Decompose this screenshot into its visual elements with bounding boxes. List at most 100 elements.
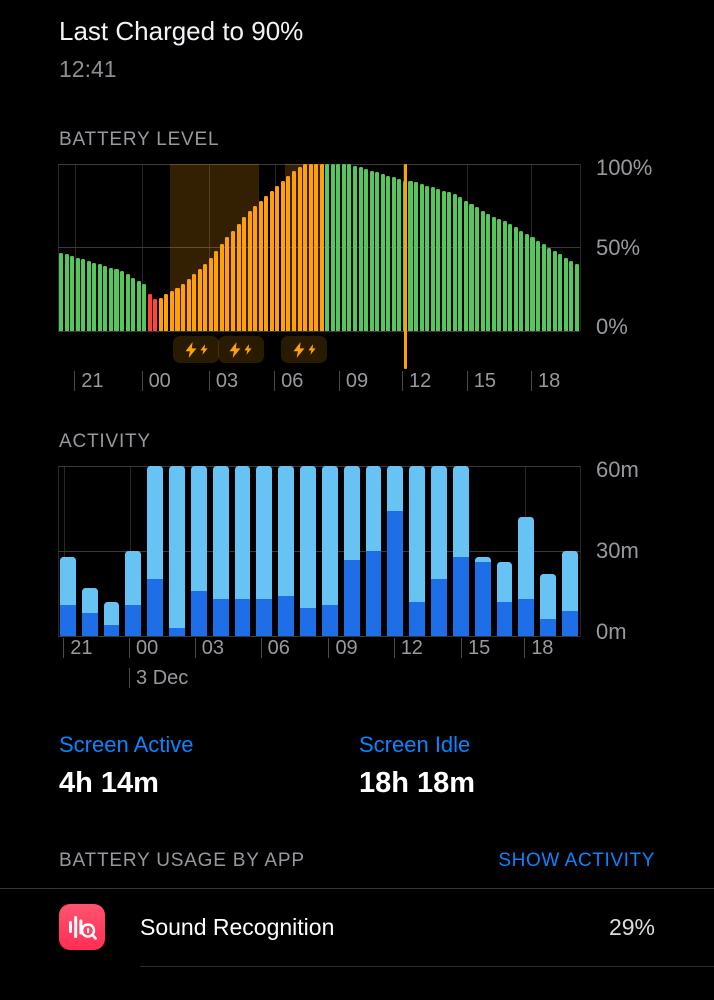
screen-on-segment [212, 599, 229, 636]
battery-bar [175, 287, 180, 331]
activity-bar [103, 602, 120, 636]
battery-bar [369, 170, 374, 331]
battery-y-labels: 100% 50% 0% [580, 155, 714, 339]
screen-on-segment [431, 579, 447, 636]
screen-idle-label: Screen Idle [359, 732, 471, 757]
battery-bar [513, 227, 518, 331]
battery-bar [524, 234, 529, 331]
activity-bar [278, 466, 295, 636]
screen-on-segment [365, 551, 382, 636]
activity-bar [81, 587, 98, 636]
battery-bar [214, 250, 219, 331]
screen-on-segment [81, 613, 98, 636]
y-axis-label: 0% [596, 314, 628, 339]
screen-on-segment [343, 559, 360, 636]
activity-chart[interactable]: 21 00 03 06 09 12 15 18 3 Dec 60m 30m 0m [0, 457, 714, 696]
battery-bar [242, 217, 247, 331]
battery-bar [469, 204, 474, 331]
battery-bar [569, 260, 574, 331]
activity-bar [387, 466, 404, 636]
grid-line-horizontal [58, 465, 580, 467]
activity-plot[interactable] [57, 465, 581, 637]
battery-bar [358, 167, 363, 331]
screen-idle-segment [169, 466, 185, 628]
charging-period-overlay [170, 164, 259, 331]
activity-bar [300, 466, 316, 636]
x-axis-label: 18 [530, 371, 560, 392]
last-charged-header: Last Charged to 90% 12:41 [0, 0, 714, 83]
app-name: Sound Recognition [140, 913, 335, 940]
battery-level-section-label: BATTERY LEVEL [59, 129, 220, 150]
activity-bars [58, 466, 580, 636]
activity-bar [169, 466, 185, 636]
battery-bar [75, 257, 80, 331]
screen-on-segment [103, 624, 120, 636]
battery-bar [552, 250, 557, 331]
battery-bar [375, 172, 380, 331]
battery-bar [491, 217, 496, 331]
battery-bar [186, 279, 191, 331]
battery-bar [197, 269, 202, 331]
activity-bar [365, 466, 382, 636]
y-axis-label: 0m [596, 619, 627, 644]
x-axis-label: 03 [208, 371, 238, 392]
screen-active-label: Screen Active [59, 732, 194, 757]
show-activity-button[interactable]: SHOW ACTIVITY [498, 850, 655, 871]
screen-idle-segment [343, 466, 360, 560]
charging-bolt-icon [173, 336, 220, 363]
screen-active-stat: Screen Active 4h 14m [59, 732, 359, 800]
activity-bar [540, 573, 557, 636]
activity-bar [147, 466, 164, 636]
screen-idle-segment [125, 551, 142, 605]
separator-inset [140, 966, 714, 967]
activity-bar [321, 466, 338, 636]
tick-mark [260, 638, 262, 658]
activity-bar [60, 556, 76, 636]
screen-idle-segment [452, 466, 469, 557]
grid-line-horizontal [58, 550, 580, 552]
sound-recognition-icon [59, 904, 105, 950]
activity-bar [343, 466, 360, 636]
tick-mark [338, 371, 340, 391]
battery-bar [425, 185, 430, 331]
tick-mark [141, 371, 143, 391]
battery-bar [341, 164, 346, 331]
grid-line-vertical [579, 164, 581, 331]
screen-idle-segment [234, 466, 251, 600]
battery-plot[interactable] [57, 163, 581, 369]
x-axis-label: 12 [393, 638, 423, 659]
charging-bolt-icon [281, 336, 328, 363]
grid-line-horizontal [58, 330, 580, 332]
battery-usage-header: BATTERY USAGE BY APP SHOW ACTIVITY [59, 850, 655, 872]
tick-mark [461, 638, 463, 658]
x-axis-label: 00 [129, 638, 158, 659]
battery-bar [558, 254, 563, 331]
battery-bar [458, 197, 463, 331]
battery-bar [563, 257, 568, 331]
screen-idle-stat: Screen Idle 18h 18m [359, 732, 659, 800]
activity-bar [234, 466, 251, 636]
battery-bar [269, 190, 274, 331]
battery-bar [264, 195, 269, 331]
battery-bar [253, 205, 258, 331]
app-usage-row[interactable]: Sound Recognition 29% [0, 889, 714, 950]
battery-bar [486, 214, 491, 331]
battery-bar [364, 169, 369, 331]
tick-mark [402, 371, 404, 391]
screen-on-segment [300, 607, 316, 636]
battery-bar [120, 270, 125, 331]
screen-on-segment [452, 556, 469, 636]
battery-plot-column: 21 00 03 06 09 12 15 18 [57, 163, 581, 399]
battery-bar [158, 297, 163, 331]
last-charged-title: Last Charged to 90% [59, 16, 304, 46]
charging-bolts-row [58, 331, 580, 369]
screen-idle-segment [147, 466, 164, 580]
time-marker [403, 164, 407, 369]
last-charged-time: 12:41 [59, 56, 117, 82]
battery-bar [86, 260, 91, 331]
battery-bar [314, 164, 319, 331]
separator [0, 888, 714, 889]
battery-level-chart[interactable]: 21 00 03 06 09 12 15 18 100% 50% 0% [0, 155, 714, 399]
battery-bar [408, 180, 413, 331]
battery-bar [347, 164, 352, 331]
